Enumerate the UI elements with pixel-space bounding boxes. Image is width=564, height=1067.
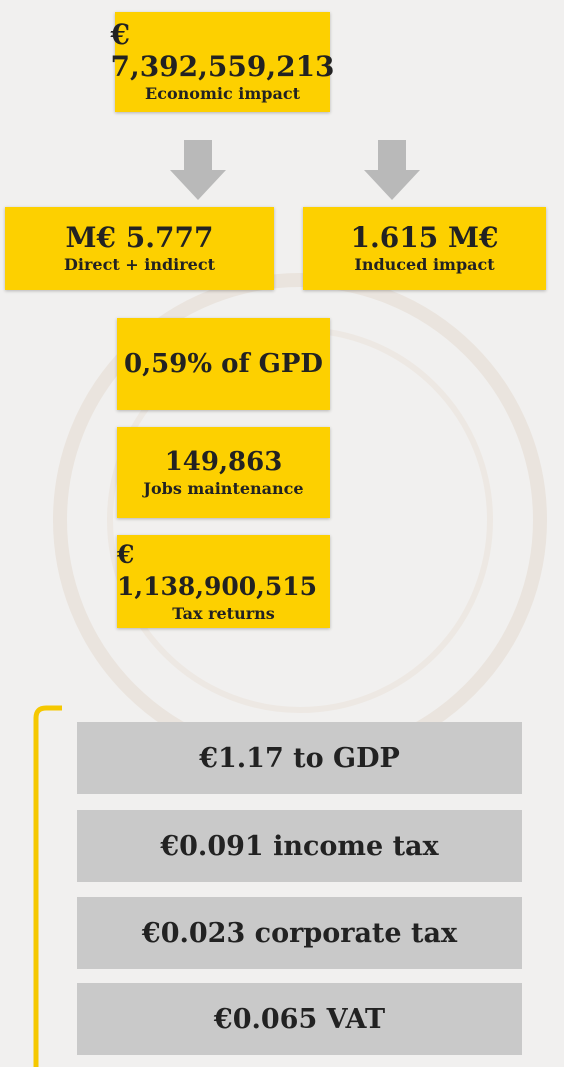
induced-box: 1.615 M€ Induced impact (303, 207, 546, 290)
value: M€ 5.777 (65, 220, 214, 254)
jobs-box: 149,863 Jobs maintenance (117, 427, 330, 518)
label: Tax returns (172, 603, 275, 623)
value: 149,863 (164, 446, 283, 477)
arrow (170, 140, 226, 200)
label: Jobs maintenance (143, 478, 304, 498)
per-euro-box: €0.065 VAT (77, 983, 522, 1055)
direct-box: M€ 5.777 Direct + indirect (5, 207, 274, 290)
per-euro-box: €0.023 corporate tax (77, 897, 522, 969)
gdp-box: 0,59% of GPD (117, 318, 330, 410)
label: Induced impact (354, 254, 495, 274)
arrow (364, 140, 420, 200)
value: € 1,138,900,515 (117, 539, 318, 601)
label: Economic impact (145, 84, 300, 103)
value: 0,59% of GPD (124, 349, 323, 379)
value: 1.615 M€ (350, 220, 499, 254)
per-euro-box: €0.091 income tax (77, 810, 522, 882)
value: € 7,392,559,213 (110, 18, 335, 83)
economic-impact-box: € 7,392,559,213 Economic impact (110, 12, 335, 112)
label: Direct + indirect (64, 254, 215, 274)
per-euro-box: €1.17 to GDP (77, 722, 522, 794)
tax-box: € 1,138,900,515 Tax returns (117, 535, 330, 628)
bracket (33, 705, 62, 1067)
